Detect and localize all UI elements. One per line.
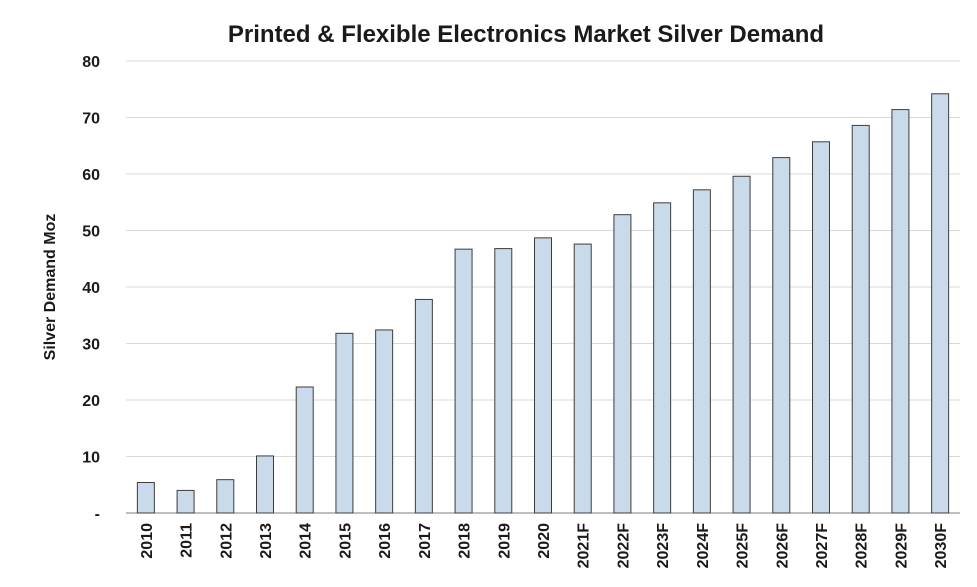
bar-2027F — [812, 141, 830, 514]
x-tick-label: 2030F — [933, 523, 950, 569]
bar-2023F — [653, 202, 672, 514]
bar-2029F — [891, 109, 910, 514]
y-tick-label: 80 — [82, 54, 100, 71]
y-tick-label: 10 — [82, 450, 100, 467]
chart-title: Printed & Flexible Electronics Market Si… — [228, 21, 824, 48]
y-tick-label: 40 — [82, 280, 100, 297]
x-tick-label: 2011 — [179, 523, 196, 558]
bar-2025F — [732, 175, 751, 514]
bar-2028F — [851, 124, 870, 514]
y-tick-label: 60 — [82, 167, 100, 184]
y-axis-ticks: - 10 20 30 40 50 60 70 80 — [82, 54, 100, 523]
x-tick-label: 2017 — [417, 523, 434, 559]
x-tick-label: 2025F — [735, 523, 752, 569]
y-tick-label: 30 — [82, 337, 100, 354]
bar-2022F — [613, 214, 632, 514]
x-tick-label: 2012 — [218, 523, 235, 559]
x-tick-label: 2024F — [695, 523, 712, 569]
bar-2010 — [136, 481, 155, 514]
bar-2019 — [494, 248, 513, 514]
x-tick-label: 2026F — [774, 523, 791, 569]
x-tick-label: 2020 — [536, 523, 553, 559]
x-tick-label: 2028F — [854, 523, 871, 569]
x-tick-label: 2015 — [337, 523, 354, 559]
bar-2024F — [692, 189, 711, 514]
x-tick-label: 2021F — [576, 523, 593, 569]
x-axis-ticks: 2010 2011 2012 2013 2014 2015 2016 2017 2018 2019… — [139, 523, 950, 569]
x-tick-label: 2013 — [258, 523, 275, 559]
x-tick-label: 2019 — [496, 523, 513, 559]
y-tick-label: 70 — [82, 111, 100, 128]
bar-2017 — [414, 298, 433, 514]
bar-2026F — [772, 157, 791, 514]
bar-2020 — [534, 237, 552, 514]
bar-2013 — [256, 455, 274, 514]
x-tick-label: 2027F — [814, 523, 831, 569]
bars — [136, 93, 950, 514]
x-tick-label: 2010 — [139, 523, 156, 559]
bar-2016 — [375, 329, 394, 514]
x-tick-label: 2016 — [377, 523, 394, 559]
y-tick-label: 20 — [82, 393, 100, 410]
bar-2011 — [176, 489, 195, 514]
bar-2012 — [216, 479, 235, 514]
y-tick-label: - — [95, 506, 100, 523]
x-tick-label: 2018 — [457, 523, 474, 559]
x-tick-label: 2022F — [615, 523, 632, 569]
y-tick-label: 50 — [82, 224, 100, 241]
bar-2030F — [931, 93, 950, 514]
bar-2018 — [454, 248, 473, 514]
x-tick-label: 2014 — [298, 523, 315, 559]
x-tick-label: 2029F — [893, 523, 910, 569]
y-axis-label: Silver Demand Moz — [42, 214, 59, 361]
bar-2015 — [335, 332, 354, 514]
bar-2014 — [295, 386, 314, 514]
bar-2021F — [573, 243, 592, 514]
x-tick-label: 2023F — [655, 523, 672, 569]
